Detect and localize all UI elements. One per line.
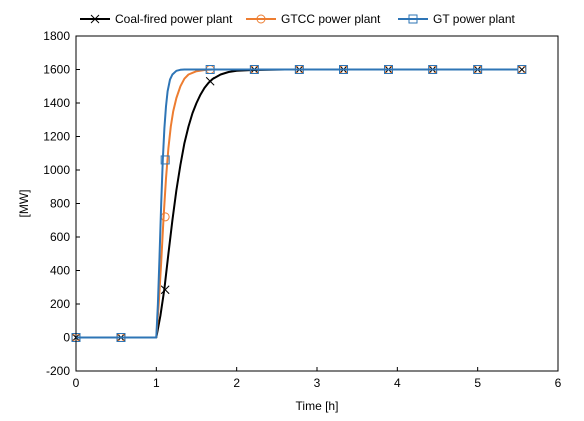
y-tick-label: -200 [46,364,70,378]
y-tick-label: 200 [50,297,70,311]
series-square [71,65,527,342]
y-tick-label: 1800 [43,29,70,43]
x-tick-label: 0 [73,376,80,390]
x-axis-label: Time [h] [296,399,339,413]
data-point-marker [116,333,126,342]
x-tick-label: 6 [555,376,562,390]
data-point-marker [473,65,483,74]
series-x [71,65,527,342]
x-tick-label: 4 [394,376,401,390]
series-line [76,68,518,339]
data-point-marker [383,65,393,74]
x-axis-ticks: 0 1 2 3 4 5 6 [73,367,562,390]
data-point-marker [339,65,349,74]
y-tick-label: 600 [50,230,70,244]
y-tick-label: 1600 [43,63,70,77]
x-tick-label: 3 [314,376,321,390]
series-line [76,68,518,339]
legend-item: GTCC power plant [246,12,381,26]
series-layer [71,65,527,342]
legend: Coal-fired power plant GTCC power plant GT… [80,12,515,26]
y-axis-ticks: -200 0 200 400 600 800 1000 1200 1400 1600 1800 [43,29,80,378]
legend-item: Coal-fired power plant [80,12,233,26]
legend-label: GT power plant [433,12,515,26]
data-point-marker [249,65,259,74]
x-tick-label: 1 [153,376,160,390]
data-point-marker [517,65,527,74]
data-point-marker [160,285,170,295]
y-tick-label: 0 [63,331,70,345]
series-circle [71,65,527,342]
plot-frame [75,35,559,372]
data-point-marker [160,212,170,222]
y-tick-label: 1000 [43,163,70,177]
legend-label: GTCC power plant [281,12,381,26]
legend-label: Coal-fired power plant [115,12,233,26]
data-point-marker [160,155,170,165]
data-point-marker [205,76,215,86]
legend-item: GT power plant [398,12,515,26]
data-point-marker [428,65,438,74]
series-line [76,68,518,339]
data-point-marker [205,65,215,74]
y-tick-label: 800 [50,197,70,211]
legend-marker [90,14,100,24]
x-tick-label: 5 [474,376,481,390]
data-point-marker [294,65,304,74]
y-tick-label: 1200 [43,130,70,144]
legend-marker [256,14,266,24]
y-tick-label: 400 [50,264,70,278]
y-axis-label: [MW] [17,190,31,218]
y-tick-label: 1400 [43,96,70,110]
x-tick-label: 2 [233,376,240,390]
legend-marker [408,14,418,24]
